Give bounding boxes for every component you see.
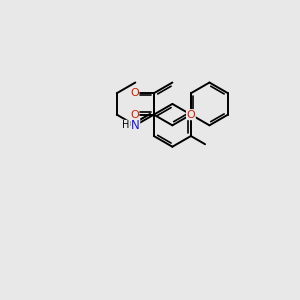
Text: H: H bbox=[122, 120, 130, 130]
Text: O: O bbox=[130, 88, 139, 98]
Text: O: O bbox=[187, 110, 195, 120]
Text: O: O bbox=[130, 110, 139, 120]
Text: N: N bbox=[131, 119, 140, 132]
